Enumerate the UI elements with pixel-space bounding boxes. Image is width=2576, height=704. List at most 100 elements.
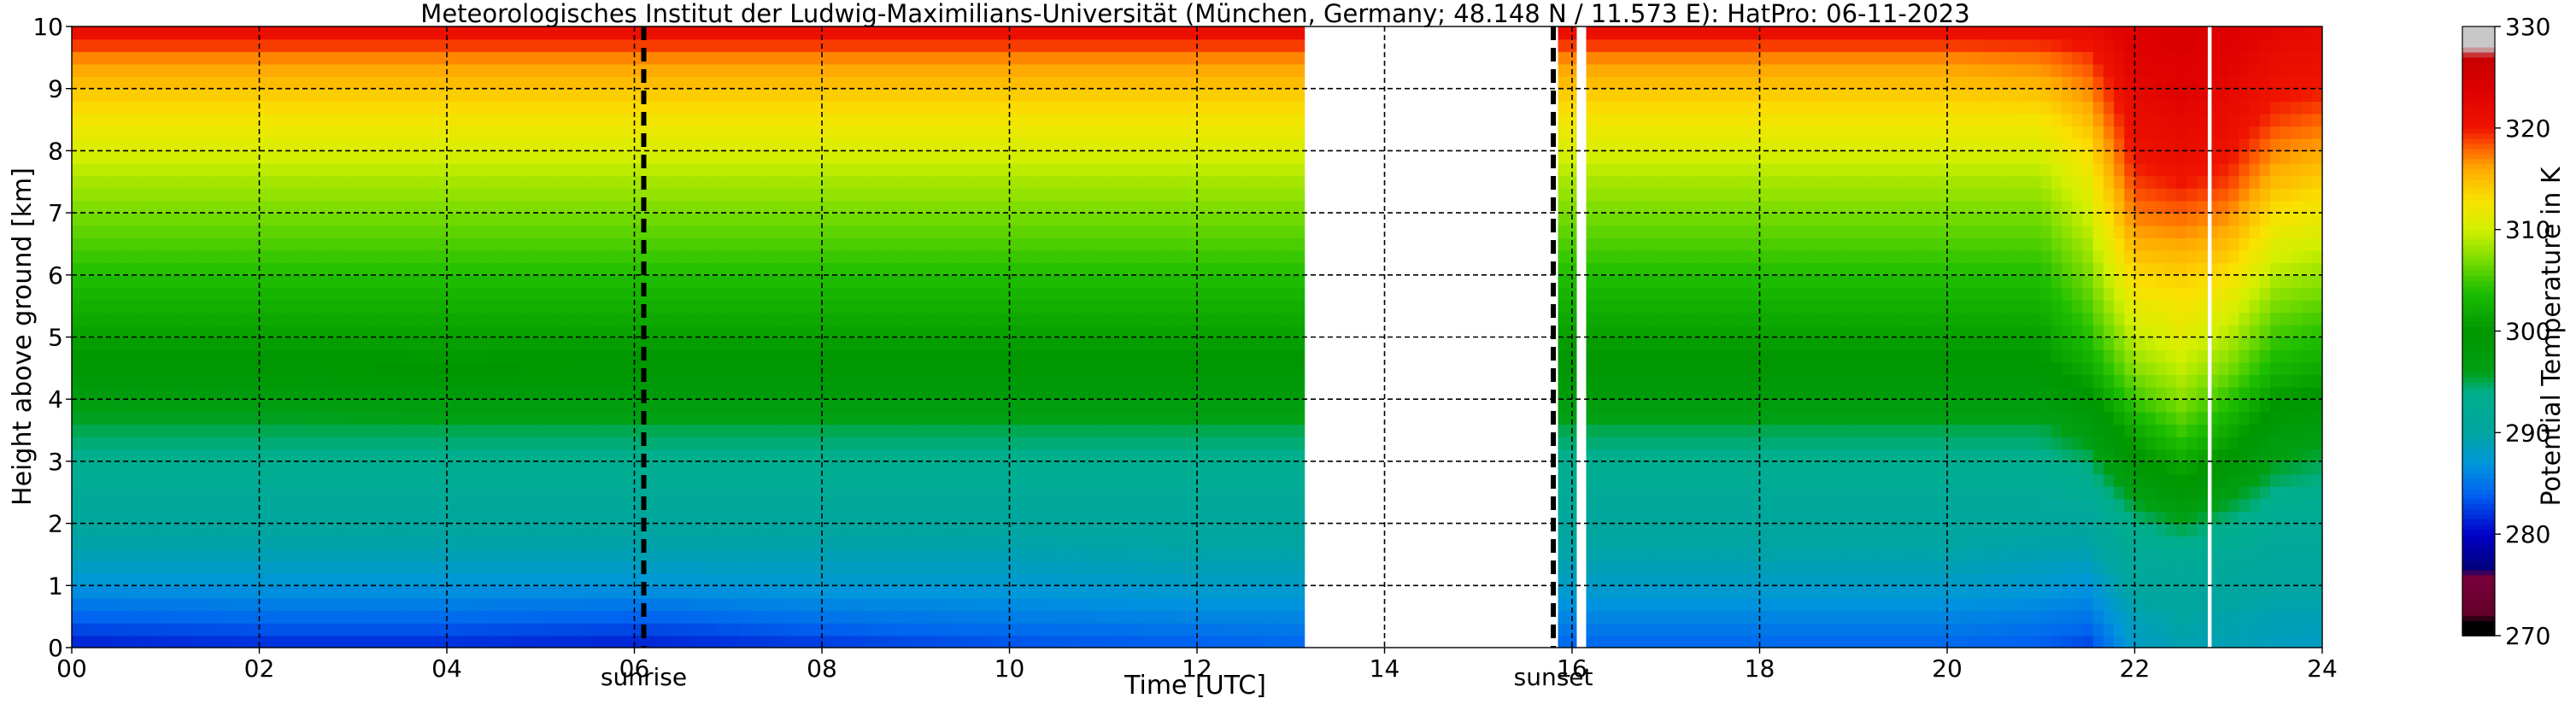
heatmap-cell — [947, 113, 959, 127]
heatmap-cell — [738, 312, 750, 326]
heatmap-cell — [207, 38, 219, 52]
heatmap-cell — [530, 38, 542, 52]
heatmap-cell — [770, 324, 782, 338]
heatmap-cell — [780, 150, 792, 164]
heatmap-cell — [654, 511, 666, 525]
heatmap-cell — [654, 361, 666, 375]
heatmap-cell — [259, 523, 271, 537]
heatmap-cell — [989, 399, 1000, 413]
heatmap-cell — [999, 175, 1011, 189]
heatmap-cell — [175, 225, 187, 238]
heatmap-cell — [498, 374, 510, 388]
heatmap-cell — [832, 26, 844, 40]
heatmap-cell — [770, 485, 782, 500]
heatmap-cell — [884, 324, 896, 338]
heatmap-cell — [770, 349, 782, 363]
heatmap-cell — [686, 424, 698, 437]
heatmap-cell — [540, 374, 552, 388]
heatmap-cell — [415, 386, 427, 400]
heatmap-cell — [801, 162, 813, 177]
heatmap-cell — [321, 312, 333, 326]
heatmap-cell — [311, 449, 323, 462]
heatmap-cell — [1041, 225, 1053, 238]
heatmap-cell — [207, 88, 219, 103]
heatmap-cell — [290, 299, 302, 314]
heatmap-cell — [905, 386, 917, 400]
heatmap-cell — [1103, 386, 1115, 400]
heatmap-cell — [748, 51, 760, 65]
heatmap-cell — [238, 485, 250, 500]
heatmap-cell — [1030, 399, 1042, 413]
heatmap-cell — [602, 337, 614, 350]
heatmap-cell — [592, 485, 604, 500]
heatmap-cell — [186, 188, 198, 202]
heatmap-cell — [238, 548, 250, 562]
heatmap-cell — [197, 449, 208, 462]
heatmap-cell — [873, 349, 885, 363]
heatmap-cell — [884, 635, 896, 648]
heatmap-cell — [1051, 349, 1063, 363]
heatmap-cell — [353, 262, 365, 276]
heatmap-cell — [144, 76, 156, 90]
heatmap-cell — [561, 337, 573, 350]
heatmap-cell — [279, 101, 291, 114]
heatmap-cell — [395, 548, 407, 562]
heatmap-cell — [1103, 88, 1115, 103]
heatmap-cell — [925, 386, 937, 400]
heatmap-cell — [561, 461, 573, 475]
heatmap-cell — [572, 299, 584, 314]
heatmap-cell — [467, 299, 479, 314]
heatmap-cell — [613, 200, 625, 214]
heatmap-cell — [654, 536, 666, 549]
heatmap-cell — [197, 213, 208, 226]
heatmap-cell — [1030, 213, 1042, 226]
heatmap-cell — [822, 63, 833, 77]
heatmap-cell — [666, 63, 678, 77]
heatmap-cell — [530, 113, 542, 127]
heatmap-cell — [311, 188, 323, 202]
heatmap-cell — [478, 449, 490, 462]
heatmap-cell — [82, 63, 94, 77]
heatmap-cell — [279, 138, 291, 152]
heatmap-cell — [343, 635, 355, 648]
heatmap-cell — [550, 238, 562, 251]
heatmap-cell — [853, 200, 865, 214]
heatmap-cell — [197, 162, 208, 177]
heatmap-cell — [624, 399, 636, 413]
heatmap-cell — [999, 38, 1011, 52]
heatmap-cell — [654, 101, 666, 114]
heatmap-cell — [405, 175, 417, 189]
heatmap-cell — [666, 262, 678, 276]
heatmap-cell — [113, 299, 125, 314]
heatmap-cell — [863, 485, 875, 500]
heatmap-cell — [759, 175, 771, 189]
heatmap-cell — [925, 411, 937, 425]
heatmap-cell — [811, 424, 823, 437]
heatmap-cell — [644, 473, 656, 487]
heatmap-cell — [207, 287, 219, 301]
heatmap-cell — [666, 635, 678, 648]
heatmap-cell — [592, 113, 604, 127]
heatmap-cell — [759, 424, 771, 437]
heatmap-cell — [592, 262, 604, 276]
heatmap-cell — [290, 88, 302, 103]
heatmap-cell — [832, 461, 844, 475]
heatmap-cell — [1041, 213, 1053, 226]
heatmap-cell — [509, 597, 521, 612]
heatmap-cell — [519, 262, 531, 276]
heatmap-cell — [676, 399, 688, 413]
heatmap-cell — [718, 26, 730, 40]
heatmap-cell — [405, 349, 417, 363]
heatmap-cell — [363, 238, 375, 251]
heatmap-cell — [718, 597, 730, 612]
heatmap-cell — [498, 38, 510, 52]
heatmap-cell — [415, 536, 427, 549]
heatmap-cell — [822, 175, 833, 189]
heatmap-cell — [707, 449, 719, 462]
heatmap-cell — [425, 238, 437, 251]
heatmap-cell — [602, 26, 614, 40]
heatmap-cell — [936, 150, 948, 164]
heatmap-cell — [676, 572, 688, 587]
heatmap-cell — [925, 498, 937, 512]
heatmap-cell — [207, 424, 219, 437]
